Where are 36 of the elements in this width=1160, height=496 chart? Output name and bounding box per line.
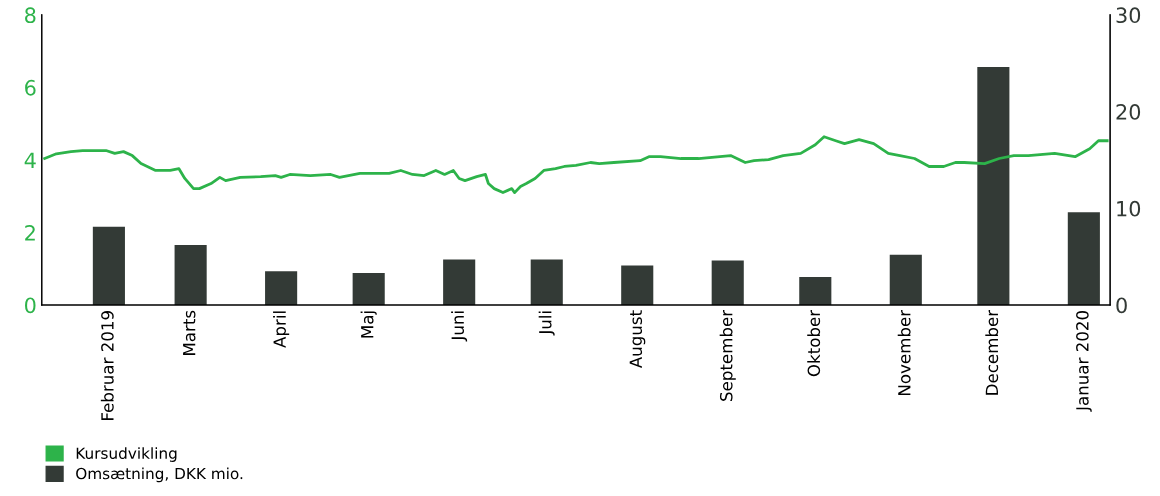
bar bbox=[530, 259, 563, 306]
x-tick-label: Marts bbox=[183, 310, 196, 355]
x-tick-label: November bbox=[897, 309, 911, 395]
x-tick-label: Juli bbox=[538, 311, 555, 336]
y-tick-label: 4 bbox=[24, 152, 36, 168]
y2-tick-label: 30 bbox=[1116, 7, 1141, 24]
x-tick-label: Februar 2019 bbox=[100, 311, 114, 420]
bar bbox=[711, 260, 744, 306]
bar bbox=[977, 67, 1010, 306]
y2-tick-label: 10 bbox=[1117, 200, 1141, 217]
x-tick-label: August bbox=[629, 310, 646, 369]
bar bbox=[174, 245, 207, 306]
bar bbox=[352, 273, 385, 306]
y-tick-label: 6 bbox=[25, 79, 36, 96]
legend-label: Omsætning, DKK mio. bbox=[76, 467, 243, 483]
x-tick-label: Maj bbox=[360, 311, 377, 338]
bar bbox=[889, 254, 922, 306]
bar bbox=[799, 276, 832, 306]
x-tick-label: December bbox=[985, 309, 999, 395]
x-tick-label: Juni bbox=[451, 311, 468, 342]
y-tick-label: 0 bbox=[25, 297, 36, 314]
bar bbox=[265, 271, 298, 306]
line-series bbox=[43, 135, 1109, 194]
y-tick-label: 2 bbox=[25, 224, 35, 241]
bar bbox=[621, 265, 654, 306]
legend-label: Kursudvikling bbox=[76, 447, 177, 462]
y2-tick-label: 20 bbox=[1116, 104, 1141, 120]
x-tick-label: April bbox=[273, 311, 290, 348]
x-tick-label: Oktober bbox=[807, 309, 821, 377]
y-tick-label: 8 bbox=[25, 7, 36, 24]
bar bbox=[1067, 212, 1100, 306]
y2-tick-label: 0 bbox=[1116, 297, 1127, 314]
bar bbox=[92, 226, 125, 306]
bar bbox=[443, 259, 476, 306]
x-tick-label: September bbox=[719, 309, 736, 401]
x-tick-label: Januar 2020 bbox=[1076, 311, 1092, 412]
